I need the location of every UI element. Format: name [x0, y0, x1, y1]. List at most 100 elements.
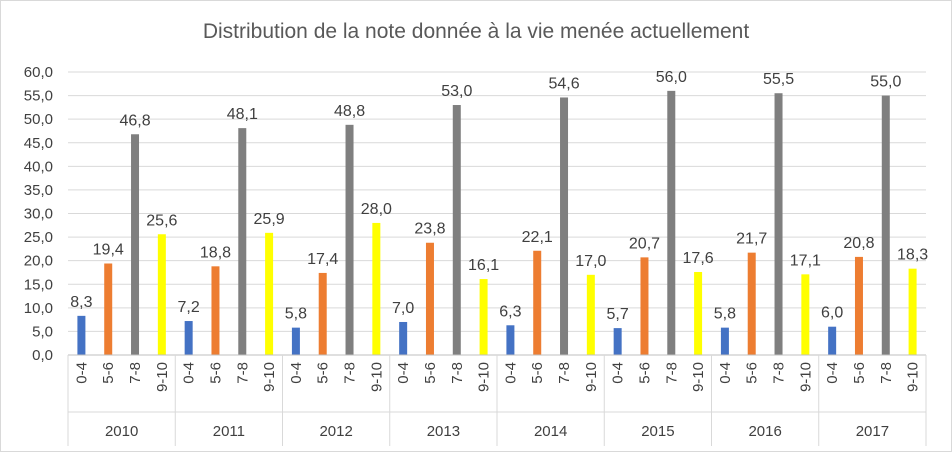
x-category-label: 7-8 — [663, 362, 680, 384]
y-tick-label: 15,0 — [24, 276, 53, 293]
data-label: 48,8 — [334, 103, 365, 120]
data-label: 7,0 — [392, 300, 414, 317]
x-group-label: 2017 — [856, 423, 889, 440]
bar — [425, 242, 434, 355]
data-label: 55,0 — [870, 74, 901, 91]
x-category-label: 0-4 — [502, 362, 519, 384]
data-labels: 8,3 19,4 46,8 25,6 7,2 18,8 48,1 25,9 5,8 17,4 48,… — [70, 69, 928, 323]
data-label: 18,8 — [200, 244, 231, 261]
data-label: 46,8 — [119, 112, 150, 129]
y-tick-label: 55,0 — [24, 88, 53, 105]
x-category-label: 7-8 — [342, 362, 359, 384]
x-category-label: 7-8 — [771, 362, 788, 384]
bar — [399, 321, 408, 355]
bar — [774, 93, 783, 355]
x-category-label: 9-10 — [690, 362, 707, 392]
x-category-label: 7-8 — [234, 362, 251, 384]
y-tick-label: 10,0 — [24, 300, 53, 317]
bar — [720, 327, 729, 355]
x-group-label: 2012 — [319, 423, 352, 440]
x-category-label: 0-4 — [288, 362, 305, 384]
data-label: 5,8 — [714, 306, 736, 323]
x-category-label: 9-10 — [476, 362, 493, 392]
data-label: 54,6 — [548, 75, 579, 92]
x-category-label: 9-10 — [368, 362, 385, 392]
data-label: 5,8 — [285, 306, 307, 323]
data-label: 6,3 — [499, 303, 521, 320]
bar — [452, 105, 461, 356]
bar — [694, 271, 703, 355]
x-category-label: 7-8 — [127, 362, 144, 384]
data-label: 18,3 — [897, 247, 928, 264]
bar — [104, 263, 113, 355]
bar — [533, 250, 542, 355]
y-tick-label: 45,0 — [24, 135, 53, 152]
bar — [238, 128, 247, 355]
bar — [184, 321, 193, 355]
x-category-label: 0-4 — [181, 362, 198, 384]
data-label: 25,9 — [254, 211, 285, 228]
data-label: 6,0 — [821, 305, 843, 322]
x-category-label: 5-6 — [422, 362, 439, 384]
data-label: 17,4 — [307, 251, 338, 268]
bar — [157, 234, 166, 355]
y-tick-label: 60,0 — [24, 64, 53, 81]
x-category-label: 9-10 — [261, 362, 278, 392]
data-label: 16,1 — [468, 257, 499, 274]
bar — [667, 90, 676, 355]
y-tick-label: 20,0 — [24, 253, 53, 270]
data-label: 7,2 — [178, 299, 200, 316]
x-category-label: 0-4 — [610, 362, 627, 384]
data-label: 28,0 — [361, 201, 392, 218]
x-group-label: 2013 — [427, 423, 460, 440]
data-label: 53,0 — [441, 83, 472, 100]
x-category-label: 0-4 — [395, 362, 412, 384]
bars — [77, 90, 917, 356]
data-label: 5,7 — [607, 306, 629, 323]
x-category-label: 9-10 — [583, 362, 600, 392]
bar — [372, 222, 381, 355]
x-group-label: 2010 — [105, 423, 138, 440]
bar — [640, 257, 649, 355]
x-category-label: 7-8 — [449, 362, 466, 384]
bar — [613, 328, 622, 355]
bar — [211, 266, 220, 355]
data-label: 8,3 — [70, 294, 92, 311]
bar — [318, 272, 327, 355]
x-category-label: 5-6 — [851, 362, 868, 384]
y-tick-label: 40,0 — [24, 158, 53, 175]
chart-title: Distribution de la note donnée à la vie … — [203, 20, 750, 43]
bar — [828, 326, 837, 355]
x-category-label: 5-6 — [529, 362, 546, 384]
bar — [131, 134, 140, 355]
x-category-label: 5-6 — [315, 362, 332, 384]
data-label: 22,1 — [522, 229, 553, 246]
x-category-label: 5-6 — [207, 362, 224, 384]
x-category-label: 7-8 — [878, 362, 895, 384]
bar — [479, 279, 488, 355]
x-category-label: 5-6 — [636, 362, 653, 384]
bar — [77, 315, 86, 355]
x-group-label: 2016 — [748, 423, 781, 440]
y-tick-label: 0,0 — [32, 347, 53, 364]
y-axis: 0,0 5,0 10,0 15,0 20,0 25,0 30,0 35,0 40,0 45,0 50… — [24, 64, 53, 364]
x-category-label: 7-8 — [556, 362, 573, 384]
data-label: 19,4 — [93, 241, 124, 258]
x-group-label: 2015 — [641, 423, 674, 440]
y-tick-label: 25,0 — [24, 229, 53, 246]
bar — [854, 256, 863, 355]
data-label: 55,5 — [763, 71, 794, 88]
data-label: 17,1 — [790, 252, 821, 269]
bar — [801, 274, 810, 355]
data-label: 17,0 — [575, 253, 606, 270]
x-category-label: 0-4 — [73, 362, 90, 384]
gridlines — [68, 71, 926, 332]
bar — [345, 124, 354, 356]
bar — [506, 325, 515, 355]
data-label: 17,6 — [683, 250, 714, 267]
bar — [291, 327, 300, 355]
bar — [560, 97, 569, 355]
y-tick-label: 30,0 — [24, 206, 53, 223]
y-tick-label: 5,0 — [32, 323, 53, 340]
